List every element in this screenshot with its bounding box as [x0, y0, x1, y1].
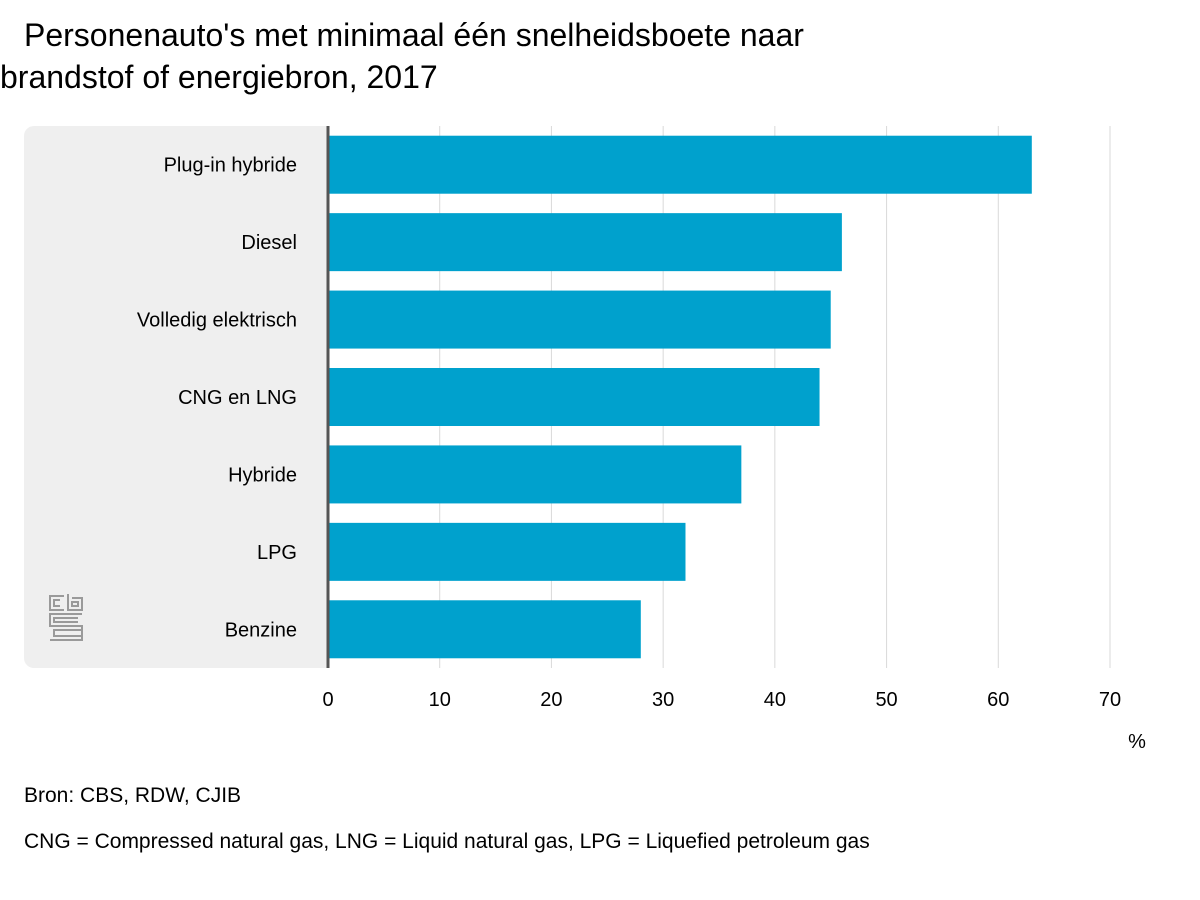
- x-tick-label: 50: [875, 689, 897, 711]
- chart-title-line-1: Personenauto's met minimaal één snelheid…: [24, 17, 804, 53]
- category-label: Benzine: [225, 619, 297, 641]
- x-tick-label: 20: [540, 689, 562, 711]
- x-tick-label: 0: [322, 689, 333, 711]
- category-panel: [24, 126, 328, 668]
- x-tick-label: 60: [987, 689, 1009, 711]
- bar: [328, 600, 641, 659]
- category-label: CNG en LNG: [178, 387, 297, 409]
- source-note: Bron: CBS, RDW, CJIB: [24, 784, 242, 807]
- bar: [328, 522, 686, 581]
- chart-title: Personenauto's met minimaal één snelheid…: [0, 14, 900, 98]
- x-tick-label: 70: [1099, 689, 1121, 711]
- category-label: Volledig elektrisch: [137, 310, 297, 332]
- bar: [328, 368, 820, 426]
- chart-title-line-2: brandstof of energiebron, 2017: [0, 59, 438, 95]
- bar: [328, 290, 831, 349]
- abbreviation-note: CNG = Compressed natural gas, LNG = Liqu…: [24, 830, 870, 853]
- category-label: Plug-in hybride: [164, 155, 297, 177]
- x-tick-label: 10: [429, 689, 451, 711]
- bar: [328, 445, 742, 504]
- x-tick-label: 30: [652, 689, 674, 711]
- x-axis-unit-label: %: [1128, 731, 1146, 753]
- cbs-logo-icon: [49, 594, 83, 641]
- bar: [328, 213, 842, 272]
- category-label: Hybride: [228, 464, 297, 486]
- category-label: LPG: [257, 542, 297, 564]
- x-tick-label: 40: [764, 689, 786, 711]
- bar: [328, 135, 1032, 194]
- cbs-logo: [46, 592, 86, 644]
- category-label: Diesel: [241, 232, 297, 254]
